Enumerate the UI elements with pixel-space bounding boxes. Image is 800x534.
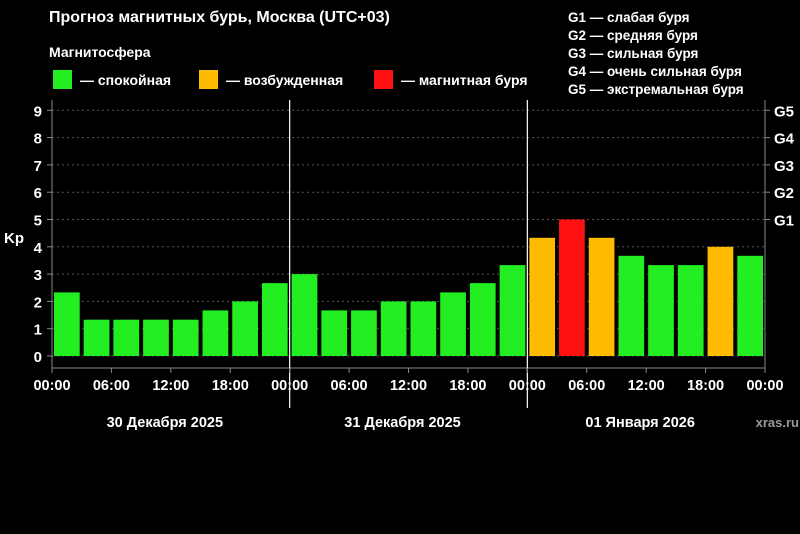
g-scale-label: G5 <box>774 103 794 120</box>
bar-10 <box>351 310 377 356</box>
day-label: 30 Декабря 2025 <box>107 415 223 431</box>
bar-5 <box>202 310 229 356</box>
bar-7 <box>261 283 288 356</box>
chart-title: Прогноз магнитных бурь, Москва (UTC+03) <box>49 9 390 26</box>
bar-23 <box>737 255 763 356</box>
legend-label-calm: — спокойная <box>80 71 172 88</box>
y-tick-label: 4 <box>34 240 43 257</box>
bar-11 <box>380 301 407 356</box>
storm-level-g5: G5 — экстремальная буря <box>568 82 744 97</box>
storm-level-g1: G1 — слабая буря <box>568 10 690 25</box>
legend-label-storm: — магнитная буря <box>401 71 528 88</box>
bar-2 <box>113 319 140 356</box>
x-tick-label: 12:00 <box>152 378 189 394</box>
x-tick-label: 00:00 <box>509 378 546 394</box>
storm-level-g2: G2 — средняя буря <box>568 28 698 43</box>
legend-label-active: — возбужденная <box>226 71 344 88</box>
x-tick-label: 06:00 <box>93 378 130 394</box>
bar-12 <box>410 301 437 356</box>
legend-swatch-calm <box>53 70 72 89</box>
y-axis-label: Kp <box>4 230 24 247</box>
bar-6 <box>232 301 258 356</box>
x-tick-label: 12:00 <box>628 378 665 394</box>
x-tick-label: 18:00 <box>687 378 724 394</box>
legend-item-storm: — магнитная буря <box>374 70 528 89</box>
bar-13 <box>440 292 466 356</box>
g-scale-label: G4 <box>774 131 795 148</box>
bar-21 <box>677 265 704 356</box>
y-tick-label: 9 <box>34 103 42 120</box>
x-tick-label: 12:00 <box>390 378 427 394</box>
legend-item-calm: — спокойная <box>53 70 171 89</box>
bar-14 <box>469 283 496 356</box>
y-tick-label: 5 <box>34 213 42 230</box>
day-label: 31 Декабря 2025 <box>344 415 460 431</box>
x-tick-label: 00:00 <box>33 378 70 394</box>
day-label: 01 Января 2026 <box>585 415 695 431</box>
y-tick-label: 1 <box>34 322 42 339</box>
g-scale-label: G3 <box>774 158 794 175</box>
storm-level-g4: G4 — очень сильная буря <box>568 64 742 79</box>
x-tick-label: 06:00 <box>331 378 368 394</box>
bar-1 <box>83 319 110 356</box>
bar-19 <box>618 255 645 356</box>
x-tick-label: 18:00 <box>449 378 486 394</box>
g-scale-label: G2 <box>774 185 794 202</box>
y-tick-label: 2 <box>34 294 42 311</box>
bar-9 <box>321 310 348 356</box>
bar-8 <box>291 274 318 356</box>
y-tick-label: 8 <box>34 131 42 148</box>
y-tick-label: 6 <box>34 185 42 202</box>
x-tick-label: 18:00 <box>212 378 249 394</box>
storm-level-g3: G3 — сильная буря <box>568 46 699 61</box>
legend-swatch-active <box>199 70 218 89</box>
y-tick-label: 3 <box>34 267 42 284</box>
y-tick-label: 0 <box>34 349 42 366</box>
x-tick-label: 06:00 <box>568 378 605 394</box>
bar-17 <box>559 219 585 356</box>
legend-swatch-storm <box>374 70 393 89</box>
bar-22 <box>707 246 734 356</box>
x-tick-label: 00:00 <box>271 378 308 394</box>
magnetosphere-label: Магнитосфера <box>49 44 151 60</box>
bar-16 <box>529 237 556 356</box>
bar-4 <box>172 319 199 356</box>
bar-0 <box>54 292 80 356</box>
bar-20 <box>648 265 674 356</box>
storm-level-list: G1 — слабая буря G2 — средняя буря G3 — … <box>568 9 744 99</box>
watermark: xras.ru <box>756 415 799 430</box>
y-tick-label: 7 <box>34 158 42 175</box>
bar-18 <box>588 237 615 356</box>
legend-item-active: — возбужденная <box>199 70 343 89</box>
x-tick-label: 00:00 <box>746 378 783 394</box>
g-scale-label: G1 <box>774 213 794 230</box>
bar-3 <box>143 319 169 356</box>
bar-15 <box>499 265 526 356</box>
